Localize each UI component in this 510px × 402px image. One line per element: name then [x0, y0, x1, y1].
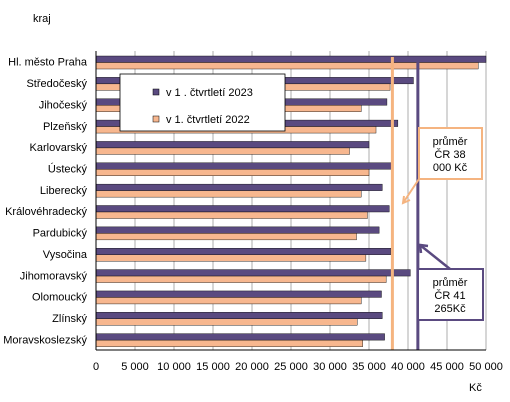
bar-2023-6 — [95, 183, 383, 191]
reference-lines — [390, 57, 420, 350]
legend-swatch-2022 — [152, 115, 160, 123]
category-label-11: Olomoucký — [32, 292, 88, 304]
average-note-2022: průměr ČR 38 000 Kč — [401, 127, 483, 205]
bar-2023-12 — [95, 312, 383, 319]
average-note-2023-line-2: ČR 41 — [434, 289, 465, 302]
x-tick-label-0: 0 — [93, 361, 99, 373]
x-tick-label-8: 40 000 — [391, 361, 425, 373]
category-label-12: Zlínský — [52, 313, 87, 325]
legend-box — [119, 73, 286, 132]
bar-2023-13 — [95, 333, 385, 341]
average-note-2023-line-1: průměr — [433, 277, 468, 289]
average-note-2023-line-3: 265Kč — [434, 303, 466, 315]
x-tick-label-3: 15 000 — [196, 361, 230, 373]
category-label-0: Hl. město Praha — [8, 57, 88, 69]
bar-2022-9 — [95, 254, 367, 262]
x-tick-labels: 0 5 000 10 000 15 000 20 000 25 000 30 000 35 0… — [93, 361, 503, 373]
legend-swatch-2023 — [152, 88, 160, 96]
category-label-8: Pardubický — [33, 228, 88, 240]
legend-label-2023: v 1 . čtvrtletí 2023 — [166, 87, 253, 99]
category-labels: Hl. město Praha Středočeský Jihočeský Plzeň… — [3, 57, 88, 347]
bar-2022-4 — [95, 147, 350, 155]
bar-2023-7 — [95, 205, 390, 213]
bar-2022-10 — [95, 275, 387, 283]
category-label-2: Jihočeský — [39, 99, 88, 111]
average-note-2022-box — [418, 127, 483, 180]
average-note-2023-arrow-head — [418, 243, 429, 254]
average-note-2022-arrow-head — [401, 195, 411, 205]
category-label-9: Vysočina — [43, 249, 88, 261]
bar-2023-0 — [95, 55, 487, 63]
average-note-2022-arrow — [402, 178, 420, 204]
average-note-2022-line-1: průměr — [433, 136, 468, 148]
x-tick-label-4: 20 000 — [235, 361, 269, 373]
category-label-13: Moravskoslezský — [3, 334, 87, 346]
bar-2022-11 — [95, 297, 362, 305]
average-note-2023-arrow — [419, 244, 451, 270]
average-note-2023-box — [417, 268, 484, 321]
bar-2023-10 — [95, 269, 411, 277]
x-tick-label-9: 45 000 — [430, 361, 464, 373]
category-label-7: Královéhradecký — [5, 206, 87, 218]
bar-2022-0 — [95, 62, 479, 70]
legend: v 1 . čtvrtletí 2023 v 1. čtvrtletí 2022 — [119, 73, 286, 132]
category-label-6: Liberecký — [40, 185, 88, 197]
bar-2022-5 — [95, 169, 370, 176]
x-tick-label-7: 35 000 — [352, 361, 386, 373]
legend-label-2022: v 1. čtvrtletí 2022 — [166, 114, 250, 126]
category-label-4: Karlovarský — [30, 142, 88, 154]
category-label-10: Jihomoravský — [20, 270, 88, 282]
average-note-2022-line-3: 000 Kč — [433, 162, 468, 174]
category-label-1: Středočeský — [26, 78, 87, 90]
bar-2022-7 — [95, 211, 368, 219]
bar-2023-5 — [95, 162, 393, 170]
bar-2022-8 — [95, 233, 357, 241]
x-tick-label-1: 5 000 — [121, 361, 149, 373]
category-label-5: Ústecký — [48, 162, 88, 175]
average-note-2023: průměr ČR 41 265Kč — [417, 243, 484, 321]
x-tick-label-5: 25 000 — [274, 361, 308, 373]
bar-2022-12 — [95, 318, 358, 326]
x-axis-title: Kč — [469, 382, 482, 394]
axes — [95, 51, 486, 351]
y-axis-title: kraj — [33, 13, 51, 25]
bar-2022-13 — [95, 339, 363, 347]
bar-2023-9 — [95, 248, 392, 255]
bar-2023-11 — [95, 290, 382, 298]
bar-2023-8 — [95, 226, 380, 234]
x-tick-label-6: 30 000 — [313, 361, 347, 373]
bar-2023-4 — [95, 141, 370, 149]
category-label-3: Plzeňský — [43, 121, 88, 133]
x-tick-label-2: 10 000 — [157, 361, 191, 373]
bar-2022-6 — [95, 190, 362, 198]
x-tick-label-10: 50 000 — [469, 361, 503, 373]
average-note-2022-line-2: ČR 38 — [434, 148, 465, 161]
